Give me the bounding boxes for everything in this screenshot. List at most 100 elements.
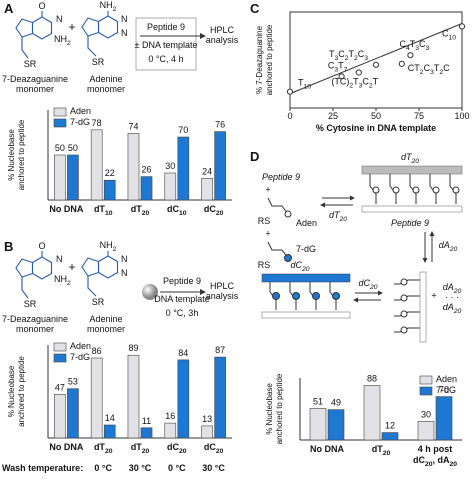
atom: NH2 (100, 0, 117, 12)
x-tick-label: 4 h post dC20, dA20 (413, 444, 457, 467)
point-label: C3T7 (328, 61, 348, 73)
x-tick-label: dT10 (94, 204, 113, 216)
y-axis-label: anchored to peptide (265, 24, 274, 95)
bar (140, 176, 153, 201)
point-label: C10 (442, 29, 456, 41)
point (398, 60, 405, 67)
bar (327, 409, 345, 441)
panel-label: D (250, 149, 259, 164)
bar (90, 357, 103, 439)
product: analysis (206, 291, 239, 301)
bar (54, 154, 66, 201)
value-label: 70 (178, 125, 188, 135)
bar (417, 421, 435, 441)
row-label: Wash temperature: (2, 463, 83, 473)
atom: NH2 (54, 34, 71, 46)
atom: N (121, 14, 128, 24)
plus: + (68, 20, 75, 34)
legend-swatch (53, 353, 67, 363)
value-label: 50 (68, 143, 78, 153)
label: 7-Deazaguanine (2, 74, 68, 84)
value-label: 86 (92, 346, 102, 356)
atom: N (121, 28, 128, 38)
atom: SR (92, 57, 105, 67)
y-axis-label: anchored to peptide (17, 119, 26, 190)
point (338, 73, 345, 80)
bar (164, 422, 177, 439)
label: Peptide 9 (391, 218, 429, 228)
bar (90, 129, 103, 201)
x-axis-label: % Cytosine in DNA template (316, 123, 436, 133)
label: monomer (16, 84, 54, 94)
product: analysis (206, 35, 239, 45)
condition: DNA template (154, 294, 210, 304)
legend-label: Aden (436, 374, 457, 384)
atom: SR (24, 59, 37, 69)
bar (309, 408, 327, 441)
label: monomer (87, 324, 125, 334)
plus: + (265, 184, 270, 194)
point-label: (TC)2T3C2T (331, 77, 378, 89)
label: Adenine (89, 74, 122, 84)
panel-label: B (4, 239, 13, 254)
point (372, 61, 380, 68)
x-tick-label: dC20 (167, 442, 187, 454)
condition: Peptide 9 (163, 276, 201, 286)
legend-swatch (53, 118, 67, 128)
label: RS (258, 260, 271, 270)
value-label: 13 (202, 414, 212, 424)
label: dC20 (290, 260, 309, 272)
x-tick-label: 100 (454, 111, 469, 121)
bar (103, 424, 116, 439)
bar (67, 388, 79, 439)
y-axis-label: % Nucleobase (265, 383, 274, 435)
label: · · · (445, 292, 459, 302)
scheme-a: O N NH2 SR 7-Deazaguanine monomer + NH2 … (2, 0, 239, 94)
x-tick-label: No DNA (49, 204, 83, 214)
plot-frame (289, 11, 463, 109)
y-axis-label: anchored to peptide (17, 356, 26, 427)
point (458, 23, 466, 30)
value-label: 30 (165, 161, 175, 171)
label: RS (258, 216, 271, 226)
legend-swatch (419, 375, 433, 385)
bar (201, 178, 213, 201)
legend-label: 7-dG (70, 117, 90, 127)
product: HPLC (210, 25, 235, 35)
plus: + (68, 260, 75, 274)
label: dA20 (443, 302, 462, 314)
value-label: 26 (142, 165, 152, 175)
x-tick-label: dT20 (94, 442, 113, 454)
x-tick-label: No DNA (310, 444, 344, 454)
value-label: 78 (92, 118, 102, 128)
label: dT20 (329, 210, 347, 222)
value-label: 87 (215, 345, 225, 355)
x-tick-label: 75 (414, 111, 424, 121)
row-value: 0 °C (168, 463, 186, 473)
scheme-b: O N NH2 SR 7-Deazaguanine monomer + NH2 … (2, 240, 239, 334)
bar (54, 393, 66, 439)
atom: NH2 (100, 240, 117, 252)
value-label: 50 (55, 143, 65, 153)
value-label: 24 (202, 167, 212, 177)
legend-label: Aden (70, 106, 91, 116)
row-value: 30 °C (202, 463, 225, 473)
point-label: T10 (298, 78, 311, 90)
bar (177, 136, 190, 201)
legend-swatch (53, 107, 67, 117)
label: 7-Deazaguanine (2, 314, 68, 324)
bar (435, 396, 453, 441)
bar (67, 154, 79, 201)
y-axis-label: anchored to peptide (275, 373, 284, 444)
point (355, 69, 362, 76)
bar (164, 172, 177, 201)
y-axis-label: % 7-Deazaguanine (255, 25, 264, 94)
atom: N (121, 254, 128, 264)
row-value: 30 °C (129, 463, 152, 473)
bar (127, 354, 140, 439)
condition: ± DNA template (135, 40, 198, 50)
product: HPLC (210, 281, 235, 291)
label: dC20 (358, 278, 377, 290)
label: Aden (296, 218, 317, 228)
